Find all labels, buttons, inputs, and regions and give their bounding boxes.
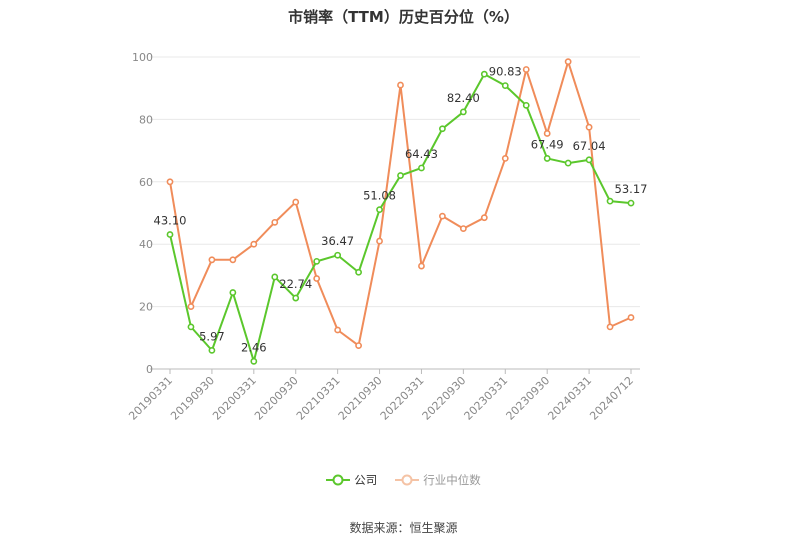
x-tick-label: 20210331	[294, 374, 343, 423]
y-tick-label: 100	[132, 51, 153, 64]
data-point[interactable]	[522, 101, 530, 109]
data-point[interactable]	[418, 262, 425, 270]
data-source: 数据来源：恒生聚源	[349, 521, 458, 535]
data-label: 64.43	[405, 147, 438, 161]
data-point[interactable]	[564, 159, 572, 167]
data-label: 43.10	[154, 214, 187, 228]
data-point[interactable]	[313, 275, 321, 282]
data-label: 82.40	[447, 91, 480, 105]
y-tick-label: 60	[139, 176, 153, 189]
data-point[interactable]	[564, 58, 572, 66]
data-point[interactable]	[397, 172, 404, 179]
chart-title: 市销率（TTM）历史百分位（%）	[288, 8, 519, 26]
data-point[interactable]	[418, 164, 425, 172]
x-tick-label: 20190331	[126, 374, 175, 423]
data-point[interactable]	[627, 199, 635, 207]
data-point[interactable]	[501, 154, 509, 162]
data-point[interactable]	[585, 156, 593, 164]
y-tick-label: 80	[139, 113, 153, 126]
data-point[interactable]	[292, 198, 300, 206]
data-point[interactable]	[250, 240, 258, 248]
y-tick-label: 40	[139, 238, 153, 251]
data-point[interactable]	[229, 289, 237, 296]
data-label: 22.74	[279, 277, 312, 291]
data-point[interactable]	[501, 82, 509, 90]
data-label: 67.49	[531, 137, 564, 151]
legend: 公司 行业中位数	[0, 472, 807, 488]
y-tick-label: 20	[139, 301, 153, 314]
data-point[interactable]	[355, 342, 362, 349]
data-point[interactable]	[334, 251, 342, 259]
data-point[interactable]	[166, 178, 174, 186]
legend-item-industry[interactable]: 行业中位数	[395, 472, 481, 488]
data-point[interactable]	[187, 303, 195, 310]
data-point[interactable]	[166, 231, 174, 238]
x-tick-label: 20230930	[504, 374, 553, 423]
data-point[interactable]	[355, 268, 362, 276]
series-layer	[166, 58, 635, 365]
data-point[interactable]	[250, 357, 258, 365]
data-point[interactable]	[459, 225, 467, 232]
grid-lines	[150, 56, 640, 370]
data-point[interactable]	[376, 206, 383, 214]
data-point[interactable]	[397, 81, 404, 89]
data-point[interactable]	[334, 326, 342, 334]
data-point[interactable]	[543, 130, 551, 137]
data-point[interactable]	[229, 256, 237, 264]
data-point[interactable]	[439, 212, 446, 220]
x-tick-label: 20220930	[420, 374, 469, 423]
data-point[interactable]	[459, 108, 467, 116]
data-point[interactable]	[606, 197, 614, 205]
data-point[interactable]	[376, 237, 383, 245]
x-tick-label: 20210930	[336, 374, 385, 423]
data-point[interactable]	[585, 123, 593, 131]
data-label: 51.08	[363, 189, 396, 203]
x-tick-label: 20190930	[168, 374, 217, 423]
y-tick-label: 0	[146, 363, 153, 376]
series-company-line	[169, 73, 632, 363]
data-point[interactable]	[439, 125, 446, 133]
data-point[interactable]	[208, 256, 216, 264]
data-label: 5.97	[199, 329, 225, 343]
x-tick-label: 20240331	[545, 374, 594, 423]
data-point[interactable]	[606, 323, 614, 331]
data-point[interactable]	[480, 70, 488, 78]
data-point[interactable]	[313, 257, 321, 265]
series-industry-line	[169, 60, 632, 347]
legend-item-company[interactable]: 公司	[326, 472, 377, 488]
series-industry	[166, 58, 635, 349]
legend-label-industry: 行业中位数	[423, 473, 481, 487]
data-point[interactable]	[543, 155, 551, 162]
data-point[interactable]	[187, 323, 195, 331]
data-point[interactable]	[271, 273, 279, 281]
x-tick-label: 20200331	[210, 374, 259, 423]
data-label: 36.47	[321, 234, 354, 248]
data-label: 53.17	[615, 182, 648, 196]
data-point[interactable]	[627, 314, 635, 321]
data-point[interactable]	[292, 294, 300, 302]
x-tick-label: 20240712	[587, 374, 636, 423]
data-point[interactable]	[208, 346, 216, 354]
data-labels: 43.10 5.97 2.46 22.74 36.47 51.08 64.43 82.40 90…	[154, 65, 648, 355]
data-point[interactable]	[522, 66, 530, 73]
legend-label-company: 公司	[354, 473, 378, 487]
legend-marker-industry	[395, 474, 420, 486]
data-point[interactable]	[271, 218, 279, 226]
data-label: 90.83	[489, 65, 522, 79]
x-tick-label: 20220331	[378, 374, 427, 423]
x-tick-label: 20230331	[462, 374, 511, 423]
axes: 0 20 40 60 80 100 2019033120190930202003312020…	[126, 51, 636, 423]
data-label: 2.46	[241, 340, 267, 354]
series-company	[166, 70, 635, 365]
x-tick-label: 20200930	[252, 374, 301, 423]
legend-marker-company	[326, 474, 351, 486]
data-point[interactable]	[480, 214, 488, 222]
data-label: 67.04	[573, 139, 606, 153]
